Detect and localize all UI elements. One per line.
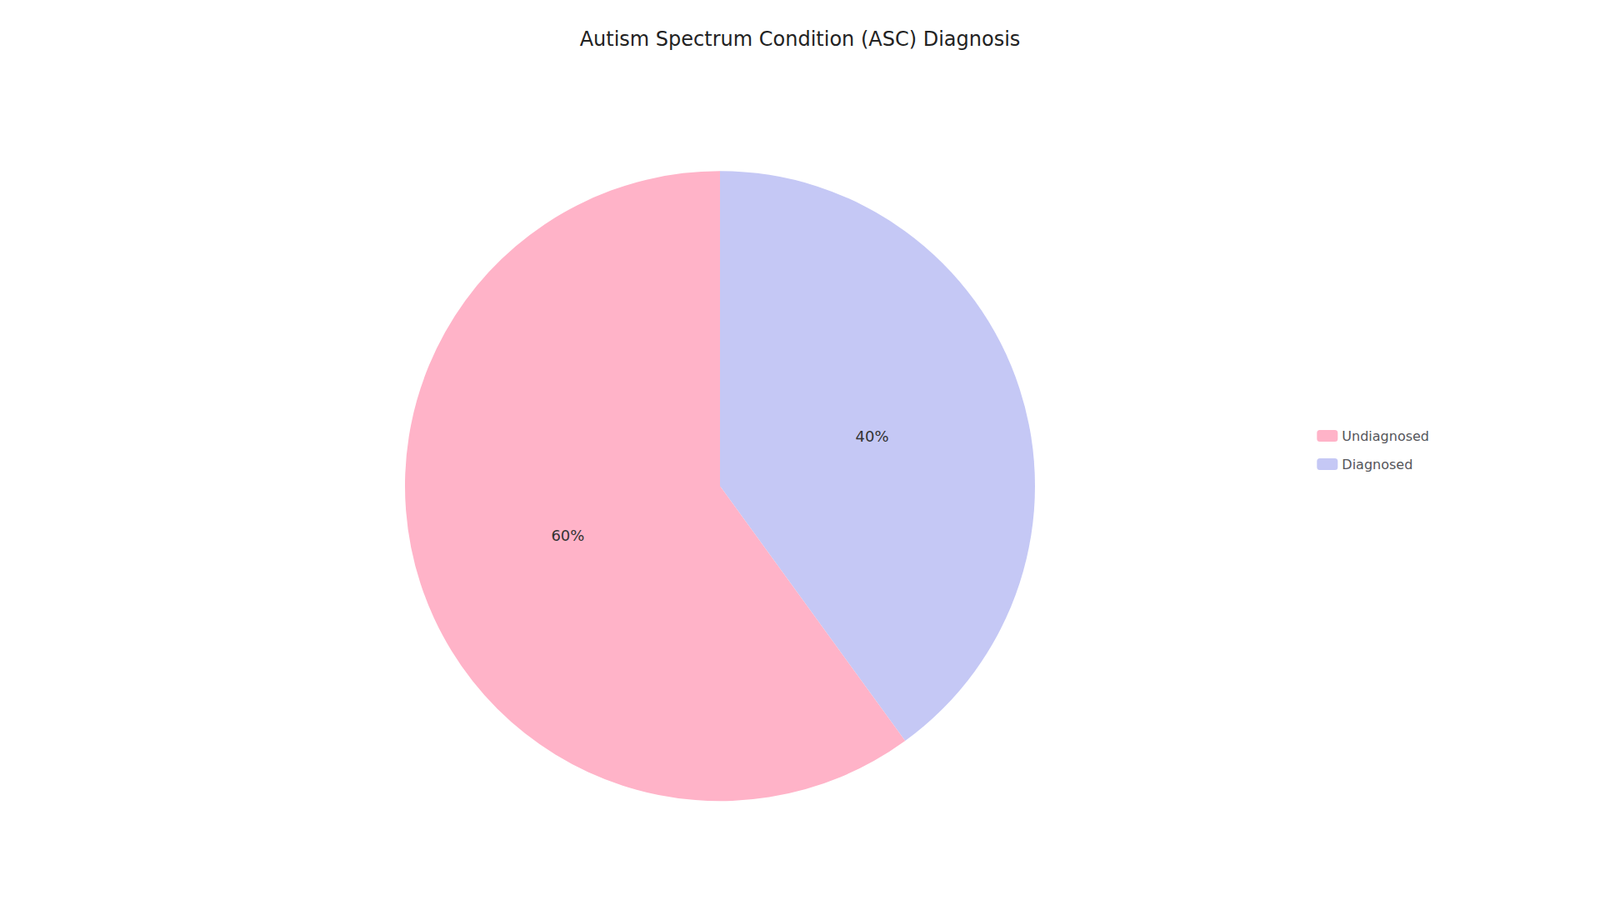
- svg-text:Diagnosed: Diagnosed: [1341, 456, 1413, 473]
- svg-text:40%: 40%: [855, 427, 890, 445]
- svg-text:Autism Spectrum Condition (ASC: Autism Spectrum Condition (ASC) Diagnosi…: [580, 27, 1021, 51]
- svg-text:60%: 60%: [550, 526, 585, 545]
- svg-text:Undiagnosed: Undiagnosed: [1341, 428, 1430, 445]
